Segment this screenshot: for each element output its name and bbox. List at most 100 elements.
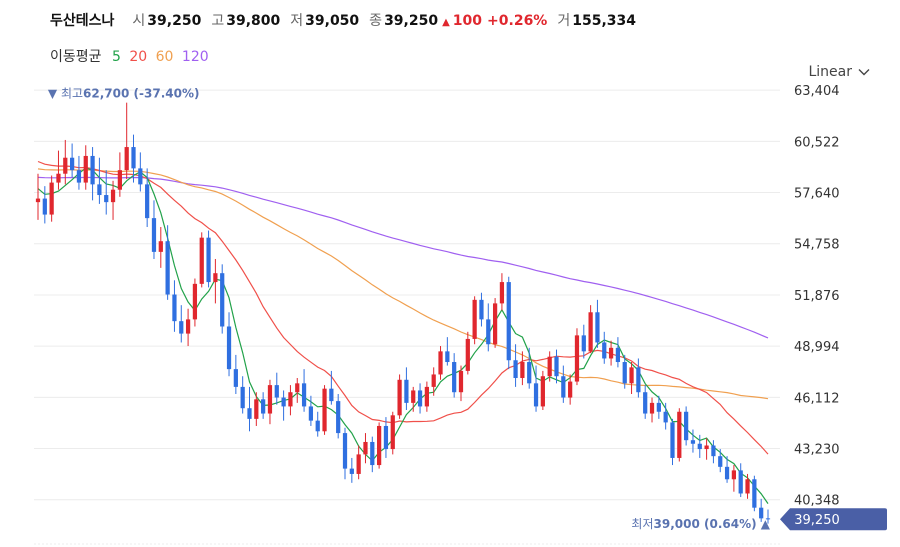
candle[interactable] [138,152,143,192]
candle[interactable] [104,170,109,215]
candle[interactable] [117,152,122,197]
candle[interactable] [752,475,757,512]
candle[interactable] [226,312,232,377]
candle[interactable] [404,367,409,410]
candle[interactable] [649,397,655,423]
candle[interactable] [363,433,368,464]
candle[interactable] [267,379,273,425]
candle[interactable] [281,390,286,421]
candle[interactable] [76,155,82,190]
candle[interactable] [438,346,443,380]
ma-legend-120[interactable]: 120 [181,49,209,65]
candle[interactable] [602,331,607,364]
candle[interactable] [670,418,675,466]
candle[interactable] [704,438,709,460]
candle[interactable] [397,374,402,419]
candle[interactable] [185,308,191,347]
candle[interactable] [288,385,293,416]
candle[interactable] [131,134,136,183]
candle[interactable] [213,258,218,304]
candle[interactable] [261,392,266,419]
candle[interactable] [336,393,341,439]
candle[interactable] [724,456,730,483]
candle[interactable] [247,386,252,432]
candle[interactable] [738,463,743,498]
candle[interactable] [329,370,334,405]
candle[interactable] [765,509,771,524]
candle[interactable] [35,173,41,220]
candle[interactable] [574,328,580,386]
candle[interactable] [595,299,600,348]
candle[interactable] [615,337,621,368]
candle[interactable] [240,376,245,414]
candle[interactable] [124,102,129,180]
candle[interactable] [308,395,314,426]
candle[interactable] [192,278,198,327]
candle[interactable] [254,392,259,426]
candle[interactable] [520,351,525,386]
candle[interactable] [588,305,593,354]
candle[interactable] [622,354,627,389]
candle[interactable] [479,292,484,327]
ma-legend-5[interactable]: 5 [111,49,121,65]
scale-dropdown[interactable]: Linear [808,64,870,80]
ma-legend-60[interactable]: 60 [155,49,174,65]
candle[interactable] [42,186,47,224]
candle[interactable] [145,168,150,228]
candle[interactable] [472,296,477,345]
candle[interactable] [411,386,416,412]
candle[interactable] [424,381,429,412]
candle[interactable] [151,200,157,259]
candle[interactable] [465,331,470,375]
candle[interactable] [199,232,204,288]
candle[interactable] [315,411,320,437]
candle[interactable] [158,227,163,268]
candle[interactable] [49,175,54,222]
candle[interactable] [83,145,88,190]
candle[interactable] [663,402,668,430]
candle[interactable] [684,406,689,446]
candle[interactable] [608,340,614,366]
candle[interactable] [656,395,661,419]
candle[interactable] [206,230,211,288]
candle[interactable] [322,385,327,435]
candle[interactable] [718,449,723,473]
candle[interactable] [629,362,634,394]
candle[interactable] [527,347,532,389]
candle[interactable] [499,273,505,311]
candle[interactable] [377,422,382,469]
candle[interactable] [342,427,348,480]
candle[interactable] [56,150,61,190]
ma-legend-20[interactable]: 20 [129,49,148,65]
candle[interactable] [759,498,764,522]
candle[interactable] [745,473,750,499]
candle[interactable] [506,276,511,370]
candle[interactable] [711,440,716,464]
candle[interactable] [731,465,737,492]
candle[interactable] [301,369,307,412]
candle[interactable] [349,457,354,483]
candle[interactable] [370,436,375,473]
candle[interactable] [90,147,95,201]
candle[interactable] [274,372,279,405]
candle[interactable] [165,225,170,300]
candle[interactable] [97,157,102,204]
candle[interactable] [513,344,518,387]
candle[interactable] [547,351,552,382]
candle[interactable] [63,139,68,185]
candle[interactable] [179,305,184,343]
candle[interactable] [295,378,300,403]
candle[interactable] [643,385,648,419]
candle[interactable] [458,365,464,402]
candle[interactable] [383,417,389,458]
candle[interactable] [486,303,491,352]
candle[interactable] [452,353,457,398]
candle[interactable] [356,445,361,480]
candle[interactable] [220,264,225,334]
candle[interactable] [390,411,395,455]
candle[interactable] [533,365,539,412]
candle[interactable] [492,298,498,348]
candle[interactable] [69,143,75,178]
candle[interactable] [561,365,566,403]
